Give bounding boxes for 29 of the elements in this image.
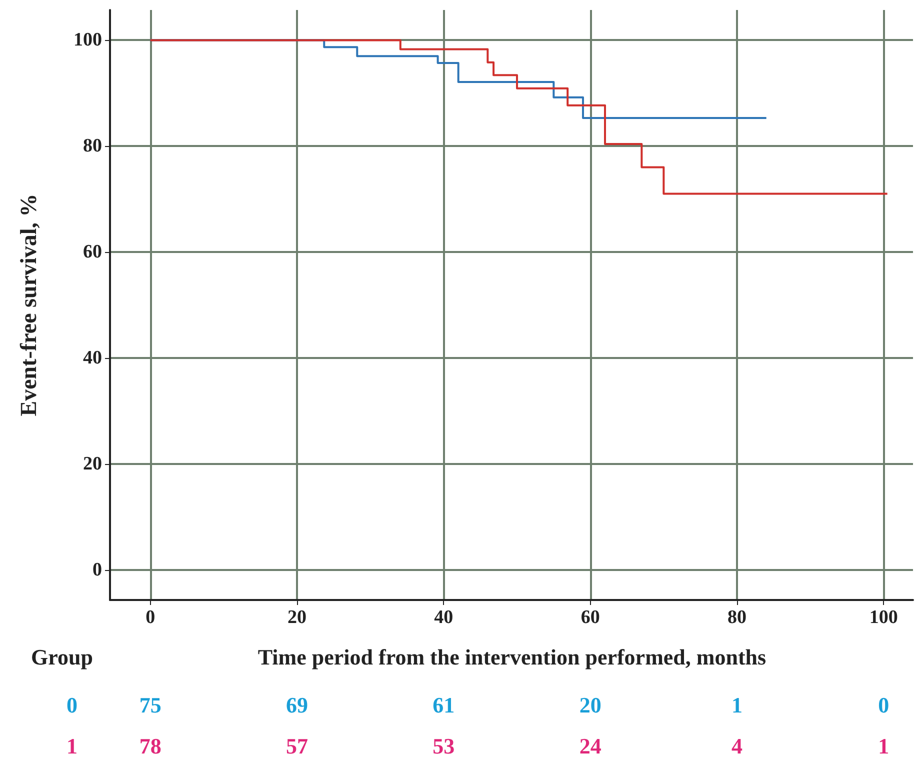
text: 1 (732, 692, 742, 718)
y-tick-label: 100 (74, 30, 102, 51)
text: 4 (732, 734, 742, 758)
text: 1 (878, 734, 890, 758)
text: 0 (878, 692, 890, 718)
x-axis-title: Time period from the intervention performed, months (258, 644, 767, 670)
y-tick-label: 0 (92, 559, 102, 580)
text: 1 (66, 734, 78, 758)
y-tick-label: 40 (83, 347, 102, 368)
text: Group (31, 644, 93, 670)
x-tick-label: 100 (869, 607, 898, 628)
x-tick-label: 80 (728, 607, 746, 628)
text: 78 (139, 734, 162, 758)
x-tick-label: 0 (146, 607, 156, 628)
text: 75 (139, 692, 162, 718)
x-tick-label: 60 (580, 607, 600, 628)
text: 69 (286, 692, 308, 718)
y-tick-label: 60 (83, 242, 102, 263)
text: 24 (579, 734, 602, 758)
y-tick-label: 80 (83, 136, 102, 157)
text: 61 (432, 692, 455, 718)
y-axis-title: Event-free survival, % (16, 194, 41, 416)
x-tick-label: 40 (434, 607, 454, 628)
text: 0 (66, 692, 78, 718)
x-tick-label: 20 (288, 607, 306, 628)
text: 53 (432, 734, 455, 758)
text: 57 (286, 734, 308, 758)
text: 20 (579, 692, 602, 718)
y-tick-label: 20 (83, 453, 102, 474)
